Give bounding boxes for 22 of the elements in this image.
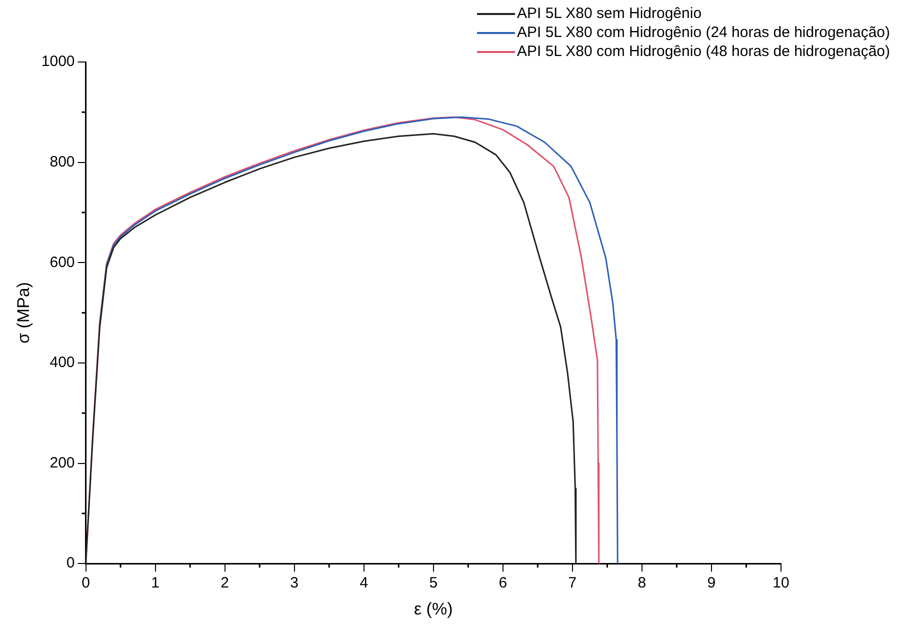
x-tick-label: 10	[772, 574, 790, 592]
y-tick-label: 800	[50, 153, 75, 170]
y-tick-label: 200	[50, 454, 75, 472]
y-tick-label: 600	[50, 254, 75, 271]
x-tick-label: 0	[82, 574, 90, 592]
legend-label: API 5L X80 sem Hidrogênio	[516, 4, 702, 23]
x-tick-label: 1	[151, 574, 160, 592]
y-axis-title: σ (MPa)	[14, 282, 33, 344]
x-tick-label: 7	[568, 574, 577, 592]
x-tick-label: 5	[429, 574, 438, 592]
x-tick-label: 9	[707, 574, 716, 592]
y-tick-label: 400	[50, 354, 75, 372]
x-tick-label: 3	[290, 574, 299, 592]
x-tick-label: 6	[498, 574, 508, 592]
x-tick-label: 4	[360, 574, 368, 592]
x-tick-label: 8	[638, 574, 646, 592]
x-tick-label: 2	[220, 574, 229, 592]
legend-label: API 5L X80 com Hidrogênio (48 horas de hidrogenação)	[516, 42, 890, 61]
y-tick-label: 0	[66, 554, 75, 572]
y-tick-label: 1000	[41, 53, 75, 70]
legend-label: API 5L X80 com Hidrogênio (24 horas de hidrogenação)	[516, 23, 890, 42]
x-axis-title: ε (%)	[414, 599, 453, 618]
